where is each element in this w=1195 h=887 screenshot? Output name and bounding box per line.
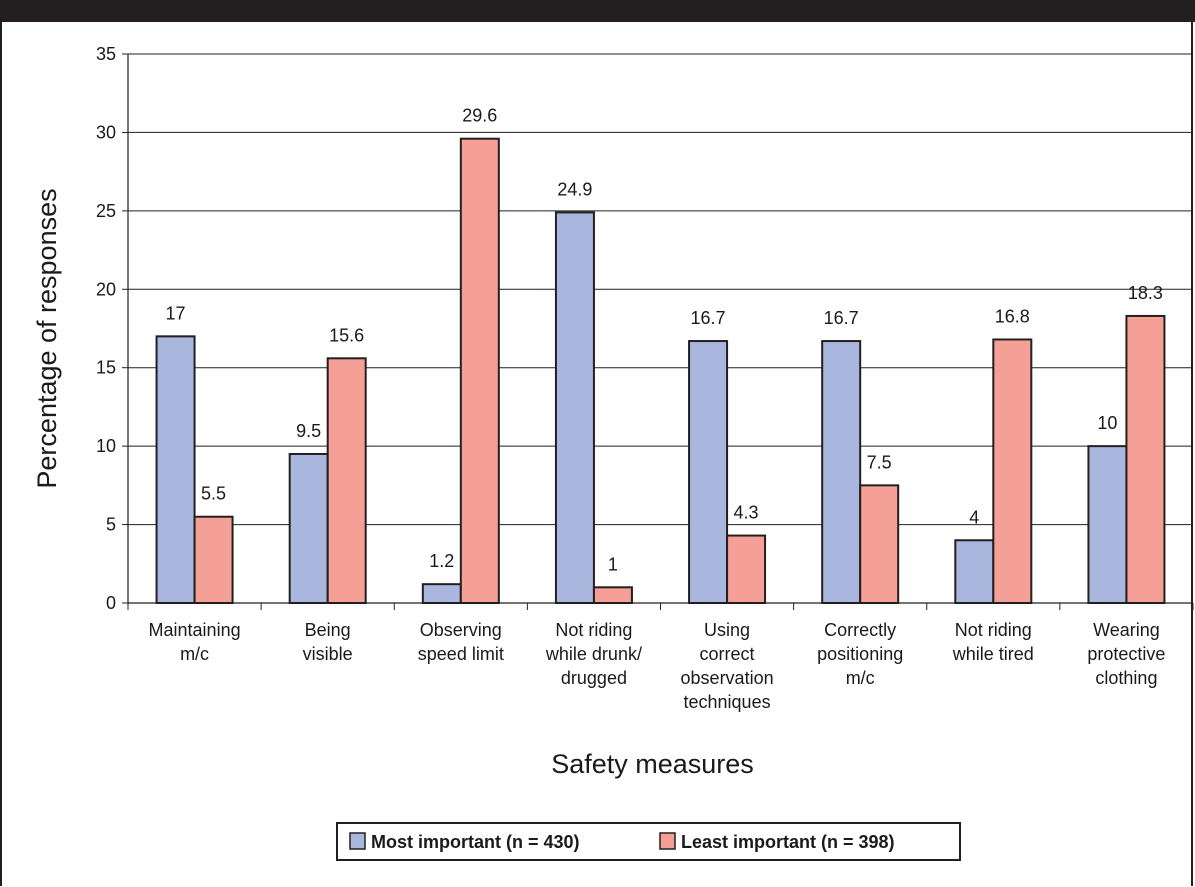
y-tick-label: 0	[106, 593, 116, 613]
y-axis-title: Percentage of responses	[32, 188, 62, 488]
x-category-label: drugged	[561, 668, 627, 688]
x-category-label: m/c	[846, 668, 875, 688]
bar-most-important	[155, 335, 196, 604]
top-bar	[0, 0, 1195, 22]
y-tick-label: 20	[96, 279, 116, 299]
legend-swatch-most-important	[349, 832, 366, 850]
data-label: 4.3	[734, 503, 759, 523]
legend: Most important (n = 430) Least important…	[336, 822, 961, 861]
x-category-label: positioning	[817, 644, 903, 664]
data-label: 16.8	[995, 306, 1030, 326]
x-category-label: Observing	[420, 620, 502, 640]
data-label: 5.5	[201, 484, 226, 504]
x-category-label: observation	[681, 668, 774, 688]
bar-most-important	[421, 583, 462, 604]
bar-most-important	[688, 340, 729, 604]
x-category-label: while drunk/	[545, 644, 642, 664]
y-tick-label: 10	[96, 436, 116, 456]
data-label: 9.5	[296, 421, 321, 441]
x-category-label: Not riding	[555, 620, 632, 640]
data-label: 16.7	[691, 308, 726, 328]
data-label: 16.7	[824, 308, 859, 328]
x-category-label: Using	[704, 620, 750, 640]
x-axis-title: Safety measures	[551, 749, 754, 779]
y-tick-label: 5	[106, 515, 116, 535]
data-labels: 17 5.5 9.5 15.6 1.2 29.6 24.9 1 16.7 4.3 16.7 7.5 4 1…	[166, 106, 1163, 575]
bar-most-important	[821, 340, 862, 604]
bar-most-important	[554, 211, 595, 604]
data-label: 18.3	[1128, 283, 1163, 303]
y-tick-label: 15	[96, 358, 116, 378]
chart-frame	[0, 22, 1193, 886]
axes: 0 5 10 15 20 25 30 35 Maintaining m/c Being visible…	[96, 44, 1194, 712]
x-category-label: correct	[700, 644, 755, 664]
x-category-label: while tired	[952, 644, 1034, 664]
bar-least-important	[992, 338, 1033, 604]
bar-least-important	[592, 586, 633, 604]
x-category-label: Correctly	[824, 620, 896, 640]
y-tick-label: 30	[96, 122, 116, 142]
x-category-label: speed limit	[418, 644, 504, 664]
data-label: 1	[608, 554, 618, 574]
x-category-label: clothing	[1095, 668, 1157, 688]
data-label: 10	[1097, 413, 1117, 433]
x-category-label: visible	[303, 644, 353, 664]
bar-least-important	[726, 534, 767, 605]
x-category-label: Maintaining	[149, 620, 241, 640]
bar-most-important	[954, 539, 995, 604]
bar-most-important	[288, 452, 329, 604]
x-category-label: protective	[1087, 644, 1165, 664]
data-label: 1.2	[429, 551, 454, 571]
data-label: 24.9	[557, 179, 592, 199]
legend-label-least-important: Least important (n = 398)	[681, 832, 895, 852]
bar-least-important	[459, 137, 500, 604]
bar-least-important	[1125, 314, 1166, 604]
bar-least-important	[193, 515, 234, 605]
data-label: 17	[166, 303, 186, 323]
x-category-label: techniques	[684, 692, 771, 712]
bars	[155, 137, 1166, 605]
y-tick-label: 35	[96, 44, 116, 64]
data-label: 4	[969, 507, 979, 527]
bar-least-important	[326, 357, 367, 604]
data-label: 29.6	[462, 106, 497, 126]
legend-swatch-least-important	[659, 832, 676, 850]
x-category-label: Being	[305, 620, 351, 640]
bar-least-important	[859, 484, 900, 605]
gridlines	[128, 53, 1193, 526]
legend-box	[336, 822, 961, 861]
x-category-label: Wearing	[1093, 620, 1160, 640]
x-category-label: Not riding	[955, 620, 1032, 640]
y-tick-label: 25	[96, 201, 116, 221]
legend-label-most-important: Most important (n = 430)	[371, 832, 580, 852]
bar-most-important	[1087, 445, 1128, 604]
data-label: 15.6	[329, 325, 364, 345]
data-label: 7.5	[867, 452, 892, 472]
x-category-label: m/c	[180, 644, 209, 664]
